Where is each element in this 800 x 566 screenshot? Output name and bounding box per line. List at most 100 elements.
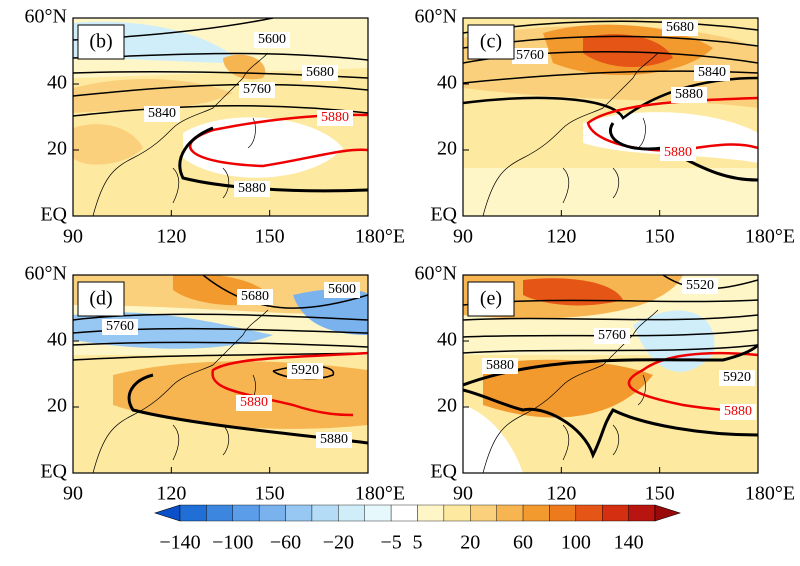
y-tick-label: 60°N	[415, 6, 457, 28]
contour	[178, 126, 368, 193]
colorbar-label: 140	[614, 532, 644, 554]
map-panel: 5680 5600 5760 5920 5880 5880 (d) 90 120 150 180°E…	[25, 263, 406, 505]
x-tick-label: 180°E	[355, 226, 405, 248]
contour-label-bg	[239, 82, 275, 98]
coastline	[92, 52, 269, 216]
map-area: 5680 5760 5840 5880 5880	[463, 18, 758, 216]
x-tick-label: 150	[255, 226, 285, 248]
colorbar-label: −20	[323, 532, 354, 554]
contour-label: 5520	[686, 278, 714, 293]
x-tick-label: 120	[546, 226, 576, 248]
y-tick-label: EQ	[40, 461, 67, 483]
panel-label-box	[467, 24, 515, 60]
colorbar-label: 100	[561, 532, 591, 554]
contour-label: 5600	[258, 32, 286, 47]
contour-label: 5760	[243, 82, 271, 97]
colorbar-segment	[443, 504, 471, 522]
contour-label: 5880	[240, 395, 268, 410]
shading	[73, 78, 233, 113]
contour	[627, 351, 758, 414]
shading	[73, 124, 143, 165]
contour-label: 5880	[675, 87, 703, 102]
contour	[73, 341, 368, 348]
y-tick-label: 40	[47, 72, 67, 94]
contour-label: 5880	[724, 404, 752, 419]
contour-label-bg	[316, 432, 352, 448]
colorbar-segment	[206, 504, 233, 522]
x-tick-label: 150	[645, 226, 675, 248]
x-tick-label: 120	[546, 483, 576, 505]
contour-label: 5760	[598, 328, 626, 343]
colorbar-segment	[549, 504, 577, 522]
x-tick-label: 150	[645, 483, 675, 505]
shading	[523, 278, 623, 306]
y-tick-label: 40	[437, 72, 457, 94]
shading	[463, 405, 523, 473]
x-tick-label: 180°E	[355, 483, 405, 505]
contour-label-bg	[660, 145, 696, 161]
contour-label: 5880	[238, 181, 266, 196]
contour-label: 5920	[723, 370, 751, 385]
contour-label-bg	[662, 20, 698, 36]
panel-label-box	[77, 281, 125, 317]
colorbar-label: −100	[212, 532, 253, 554]
colorbar-label: −140	[159, 532, 200, 554]
contour-label: 5760	[516, 48, 544, 63]
contour-label: 5880	[321, 110, 349, 125]
contour	[463, 76, 758, 120]
colorbar-label: 20	[460, 532, 480, 554]
colorbar-segment	[311, 504, 339, 522]
colorbar-segment	[522, 504, 550, 522]
contour-label: 5920	[291, 363, 319, 378]
colorbar-arrow	[654, 504, 681, 522]
contour-label-bg	[324, 282, 360, 298]
frame	[462, 274, 759, 474]
colorbar-label: 5	[413, 532, 423, 554]
y-tick-label: EQ	[430, 204, 457, 226]
x-tick-label: 150	[255, 483, 285, 505]
contour-label: 5680	[666, 20, 694, 35]
colorbar-segment	[496, 504, 524, 522]
colorbar-segment	[179, 504, 207, 522]
colorbar-segment	[364, 504, 392, 522]
colorbar-segment	[338, 504, 365, 522]
shading	[583, 34, 673, 68]
shading	[483, 359, 653, 418]
contour-label-bg	[694, 65, 730, 81]
colorbar-arrow	[154, 504, 181, 522]
x-tick-label: 120	[156, 483, 186, 505]
contour-label: 5880	[664, 145, 692, 160]
panel-label: (e)	[480, 288, 502, 310]
contour-label: 5880	[486, 358, 514, 373]
coastline	[482, 309, 659, 473]
y-tick-label: 20	[47, 138, 67, 160]
colorbar-label: −5	[380, 532, 401, 554]
contour	[73, 313, 368, 321]
contour-label: 5840	[698, 65, 726, 80]
colorbar-segment	[602, 504, 629, 522]
coastline	[482, 52, 659, 216]
map-area: 5600 5680 5760 5840 5880 5880	[73, 18, 368, 216]
shading	[583, 112, 758, 163]
y-tick-label: EQ	[40, 204, 67, 226]
contour-label-bg	[237, 289, 273, 305]
contour-label-bg	[254, 32, 290, 48]
contour	[202, 275, 368, 309]
x-tick-label: 90	[453, 483, 473, 505]
y-tick-label: 20	[437, 395, 457, 417]
contour-label: 5680	[241, 289, 269, 304]
contour-label-bg	[719, 370, 755, 386]
colorbar-segment	[285, 504, 313, 522]
contour-label-bg	[671, 87, 707, 103]
contour-label: 5680	[306, 65, 334, 80]
colorbar-label: 60	[513, 532, 533, 554]
y-tick-label: 20	[437, 138, 457, 160]
contour-label-bg	[236, 395, 272, 411]
contour-label: 5600	[328, 282, 356, 297]
contour-label-bg	[720, 404, 756, 420]
x-tick-label: 120	[156, 226, 186, 248]
contour	[463, 344, 758, 354]
frame	[72, 17, 369, 217]
contour-label-bg	[144, 106, 180, 122]
